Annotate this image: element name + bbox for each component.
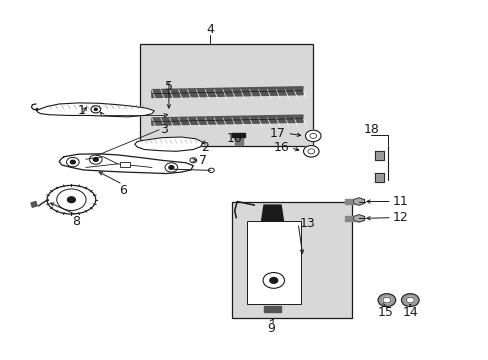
Text: 17: 17	[269, 127, 285, 140]
Text: 9: 9	[267, 322, 275, 335]
Polygon shape	[353, 198, 364, 205]
Circle shape	[305, 130, 321, 141]
Polygon shape	[152, 87, 303, 98]
Circle shape	[93, 158, 98, 161]
Polygon shape	[232, 133, 244, 137]
Polygon shape	[374, 151, 384, 160]
Polygon shape	[135, 137, 203, 151]
Polygon shape	[59, 154, 193, 174]
Text: 12: 12	[392, 211, 407, 224]
Circle shape	[70, 160, 75, 164]
Polygon shape	[234, 137, 242, 145]
Bar	[232, 202, 351, 318]
Bar	[140, 44, 312, 146]
Text: 5: 5	[164, 80, 173, 93]
Circle shape	[382, 297, 390, 303]
Polygon shape	[152, 115, 303, 125]
Polygon shape	[31, 202, 37, 207]
Text: 3: 3	[160, 123, 168, 136]
Polygon shape	[353, 215, 364, 222]
Polygon shape	[345, 199, 358, 204]
Text: 7: 7	[199, 154, 206, 167]
Circle shape	[67, 197, 75, 203]
Polygon shape	[345, 216, 358, 221]
Text: 15: 15	[377, 306, 393, 319]
Text: 18: 18	[363, 123, 378, 136]
Circle shape	[94, 108, 97, 111]
Text: 13: 13	[300, 216, 315, 230]
Circle shape	[401, 294, 418, 307]
Text: 2: 2	[201, 141, 209, 154]
Bar	[246, 221, 300, 304]
Polygon shape	[374, 173, 384, 182]
Bar	[120, 162, 130, 167]
Text: 6: 6	[119, 184, 126, 197]
Text: 1: 1	[77, 104, 85, 117]
Polygon shape	[261, 205, 283, 221]
Text: 4: 4	[206, 23, 214, 36]
Ellipse shape	[47, 185, 96, 214]
Polygon shape	[36, 103, 154, 117]
Text: 16: 16	[273, 141, 288, 154]
Text: 14: 14	[402, 306, 417, 319]
Circle shape	[269, 278, 277, 283]
Text: 10: 10	[226, 132, 242, 145]
Circle shape	[377, 294, 395, 307]
Text: 11: 11	[392, 195, 407, 208]
Circle shape	[168, 166, 173, 169]
Text: 8: 8	[72, 215, 80, 228]
Polygon shape	[264, 306, 281, 312]
Circle shape	[406, 297, 413, 303]
Circle shape	[303, 145, 319, 157]
